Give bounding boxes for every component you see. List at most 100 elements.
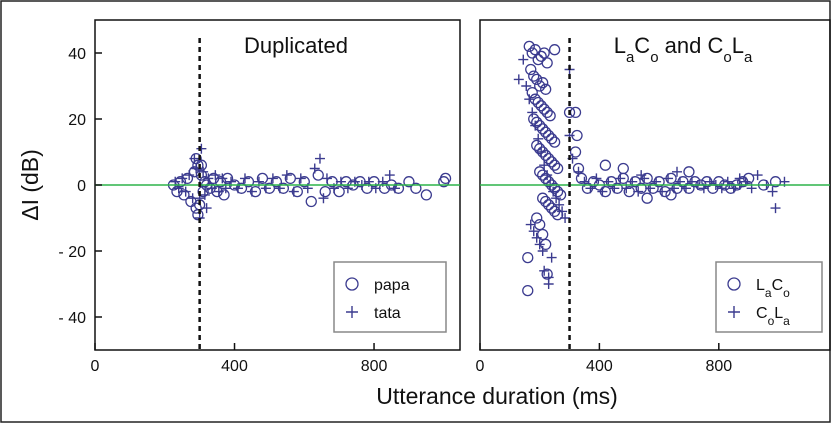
y-tick-label: 20 [68,112,86,129]
label-part: o [768,314,775,328]
label-part: L [774,305,783,322]
panel-left-points [167,143,452,223]
data-point-plus [534,239,545,250]
data-point-circle [548,159,561,171]
data-point-plus [591,173,602,184]
data-point-circle [192,209,204,221]
data-point-plus [543,279,554,289]
legend-label: CoLa [756,305,790,328]
data-point-plus [672,166,683,177]
data-point-plus [314,153,325,164]
y-tick-label: 0 [77,178,86,195]
data-point-circle [575,172,588,185]
label-part: C [634,33,650,58]
data-point-plus [177,173,188,184]
data-point-circle [541,57,553,69]
x-tick-label: 800 [705,358,732,375]
legend-label: tata [374,305,401,322]
data-point-circle [537,228,549,241]
data-point-plus [633,186,644,197]
panel-right-x-ticks: 0 400 800 [476,343,732,375]
data-point-circle [541,106,553,119]
data-point-plus [525,219,536,230]
panel-left-title: Duplicated [244,33,348,58]
data-point-plus [536,147,547,157]
legend-duplicated: papa tata [333,261,447,333]
data-point-plus [210,170,221,181]
data-point-plus [573,166,584,177]
data-point-circle [190,202,202,214]
data-point-circle [534,218,546,231]
data-point-circle [537,123,549,135]
data-point-circle [192,159,204,171]
data-point-circle [531,139,543,152]
data-point-circle [548,44,561,56]
data-point-circle [535,100,547,112]
panel-left-y-ticks: 40 20 0 - 20 - 40 [58,46,102,327]
legend-circle-icon [727,277,741,291]
label-part: a [744,49,753,66]
data-point-circle [540,172,552,185]
data-point-plus [548,186,559,197]
data-point-circle [540,126,552,138]
panel-right-points [513,40,790,297]
label-part: a [783,314,790,328]
data-point-circle [544,110,556,122]
data-point-circle [569,146,582,158]
data-point-circle [528,70,540,82]
data-point-circle [569,106,582,119]
data-point-circle [319,185,331,198]
panel-duplicated: 0 400 800 40 20 0 - 20 - 40 Duplicated ΔI (dB)… [17,19,461,375]
x-tick-label: 0 [91,358,100,375]
data-point-plus [267,173,278,184]
data-point-circle [538,103,550,115]
data-point-circle [545,156,558,168]
data-point-circle [312,169,324,181]
data-point-circle [531,73,543,86]
label-part: o [650,49,658,66]
data-point-circle [410,182,422,194]
legend-box [715,261,823,333]
data-point-plus [551,193,562,204]
data-point-circle [543,176,555,188]
data-point-plus [542,170,553,181]
label-part: C [756,305,768,322]
label-part: a [626,49,635,66]
data-point-circle [540,83,552,95]
data-point-plus [752,170,763,181]
data-point-circle [178,189,190,201]
data-point-plus [767,186,778,197]
data-point-plus [213,186,224,197]
y-tick-label: 40 [68,46,86,63]
label-part: and [659,33,708,58]
data-point-circle [525,63,537,76]
data-point-plus [217,173,228,184]
data-point-plus [663,173,674,184]
data-point-plus [539,265,550,276]
y-tick-label: - 20 [58,244,86,261]
legend-circle-icon [345,277,359,291]
data-point-circle [531,212,543,224]
data-point-plus [281,170,292,181]
data-point-circle [617,162,629,175]
panel-right-title: LaCo and CoLa [614,33,753,66]
data-point-plus [309,163,320,174]
data-point-circle [543,129,555,142]
data-point-plus [198,166,209,177]
data-point-circle [534,166,546,178]
data-point-circle [540,195,552,208]
data-point-circle [551,162,564,175]
data-point-circle [270,176,283,188]
x-tick-label: 800 [361,358,388,375]
data-point-plus [180,186,191,197]
data-point-circle [534,143,546,155]
data-point-plus [554,199,565,210]
y-axis-label: ΔI (dB) [17,149,43,221]
data-point-circle [403,176,415,188]
x-axis-label: Utterance duration (ms) [376,383,618,409]
data-point-plus [539,160,550,171]
data-point-circle [545,133,558,145]
data-point-plus [201,203,212,214]
